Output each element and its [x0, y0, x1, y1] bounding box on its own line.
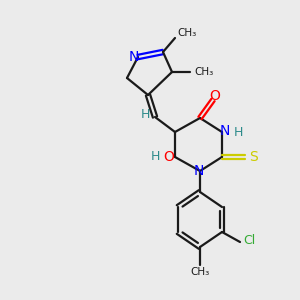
Text: H: H — [150, 151, 160, 164]
Text: CH₃: CH₃ — [194, 67, 213, 77]
Text: CH₃: CH₃ — [177, 28, 196, 38]
Text: N: N — [220, 124, 230, 138]
Text: H: H — [140, 109, 150, 122]
Text: Cl: Cl — [243, 235, 255, 248]
Text: H: H — [233, 125, 243, 139]
Text: O: O — [210, 89, 220, 103]
Text: N: N — [129, 50, 139, 64]
Text: O: O — [164, 150, 174, 164]
Text: S: S — [250, 150, 258, 164]
Text: N: N — [194, 164, 204, 178]
Text: CH₃: CH₃ — [190, 267, 210, 277]
